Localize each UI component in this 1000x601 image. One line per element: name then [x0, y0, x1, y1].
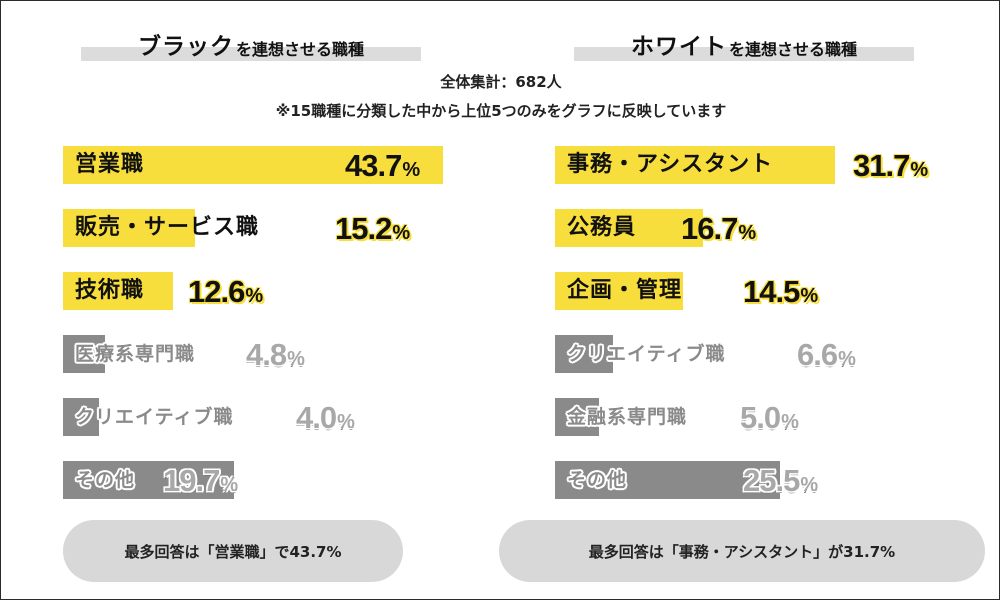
bar-row: その他 19.7%: [63, 461, 563, 499]
bar: [555, 272, 683, 310]
method-note: ※15職種に分類した中から上位5つのみをグラフに反映しています: [275, 102, 727, 120]
bar-row: 金融系専門職 5.0%: [555, 398, 955, 436]
bar-value-label: 31.7%: [853, 146, 928, 184]
value-unit: %: [800, 474, 819, 496]
value-number: 16.7: [681, 211, 738, 246]
bar-value-label: 4.0%: [296, 398, 355, 436]
bar: [63, 398, 99, 436]
bar-category-label: 事務・アシスタント: [567, 152, 774, 177]
value-number: 4.0: [296, 400, 337, 435]
left-title-underline: [81, 47, 421, 61]
bar-category-label: 技術職: [75, 278, 145, 303]
value-unit: %: [838, 348, 856, 370]
value-unit: %: [337, 411, 355, 433]
value-number: 6.6: [797, 337, 838, 372]
value-unit: %: [245, 285, 264, 307]
bar: [555, 461, 780, 499]
bar-category-label: その他: [75, 469, 136, 491]
bar-value-label: 15.2%: [335, 209, 410, 247]
value-number: 43.7: [345, 148, 402, 183]
left-panel-title: ブラック を連想させる職種: [81, 29, 421, 61]
value-number: 4.8: [246, 337, 287, 372]
total-respondents-note: 全体集計：682人: [440, 73, 562, 91]
bar-category-label: 金融系専門職: [567, 406, 688, 428]
bar: [63, 461, 234, 499]
bar: [63, 335, 105, 373]
bar-category-label: 企画・管理: [567, 278, 683, 303]
bar: [63, 209, 195, 247]
bar: [555, 398, 599, 436]
bar-row: クリエイティブ職 4.0%: [63, 398, 563, 436]
bar: [555, 209, 703, 247]
bar-value-label: 6.6%: [797, 335, 856, 373]
bar: [555, 146, 835, 184]
value-unit: %: [781, 411, 799, 433]
value-number: 19.7: [163, 463, 220, 498]
bar-row: 事務・アシスタント 31.7%: [555, 146, 955, 184]
right-title-main: ホワイト: [630, 34, 727, 60]
value-number: 25.5: [743, 463, 800, 498]
bar-category-label: 医療系専門職: [75, 343, 196, 365]
bar-category-label: 営業職: [75, 152, 145, 177]
bar-category-label: クリエイティブ職: [75, 406, 234, 428]
bar-row: 販売・サービス職 15.2%: [63, 209, 563, 247]
bar-row: 公務員 16.7%: [555, 209, 955, 247]
value-number: 5.0: [740, 400, 781, 435]
left-title-main: ブラック: [137, 34, 234, 60]
right-summary-text: 最多回答は「事務・アシスタント」が31.7%: [588, 542, 896, 561]
bar-value-label: 43.7%: [345, 146, 420, 184]
value-number: 14.5: [743, 274, 800, 309]
bar: [63, 146, 443, 184]
bar-value-label: 19.7%: [163, 461, 238, 499]
value-unit: %: [800, 285, 819, 307]
bar-value-label: 14.5%: [743, 272, 818, 310]
bar: [555, 335, 613, 373]
bar-row: 企画・管理 14.5%: [555, 272, 955, 310]
value-number: 31.7: [853, 148, 910, 183]
bar-value-label: 12.6%: [188, 272, 263, 310]
right-title-underline: [574, 47, 914, 61]
value-unit: %: [738, 222, 757, 244]
right-panel-title: ホワイト を連想させる職種: [574, 29, 914, 61]
bar: [63, 272, 173, 310]
bar-row: 営業職 43.7%: [63, 146, 563, 184]
bar-category-label: 公務員: [567, 215, 637, 240]
value-unit: %: [910, 159, 929, 181]
bar-value-label: 25.5%: [743, 461, 818, 499]
bar-row: その他 25.5%: [555, 461, 955, 499]
bar-value-label: 4.8%: [246, 335, 305, 373]
bar-value-label: 5.0%: [740, 398, 799, 436]
left-title-sub: を連想させる職種: [235, 40, 364, 59]
bar-value-label: 16.7%: [681, 209, 756, 247]
bar-row: 医療系専門職 4.8%: [63, 335, 563, 373]
bar-category-label: 販売・サービス職: [75, 215, 260, 240]
bar-category-label: その他: [567, 469, 628, 491]
left-summary-text: 最多回答は「営業職」で43.7%: [124, 542, 342, 561]
bar-row: 技術職 12.6%: [63, 272, 563, 310]
right-title-sub: を連想させる職種: [728, 40, 857, 59]
value-unit: %: [220, 474, 239, 496]
value-unit: %: [402, 159, 421, 181]
value-number: 12.6: [188, 274, 245, 309]
left-summary-pill: 最多回答は「営業職」で43.7%: [63, 520, 403, 582]
value-number: 15.2: [335, 211, 392, 246]
value-unit: %: [392, 222, 411, 244]
bar-category-label: クリエイティブ職: [567, 343, 726, 365]
value-unit: %: [287, 348, 305, 370]
bar-row: クリエイティブ職 6.6%: [555, 335, 955, 373]
right-summary-pill: 最多回答は「事務・アシスタント」が31.7%: [499, 520, 985, 582]
